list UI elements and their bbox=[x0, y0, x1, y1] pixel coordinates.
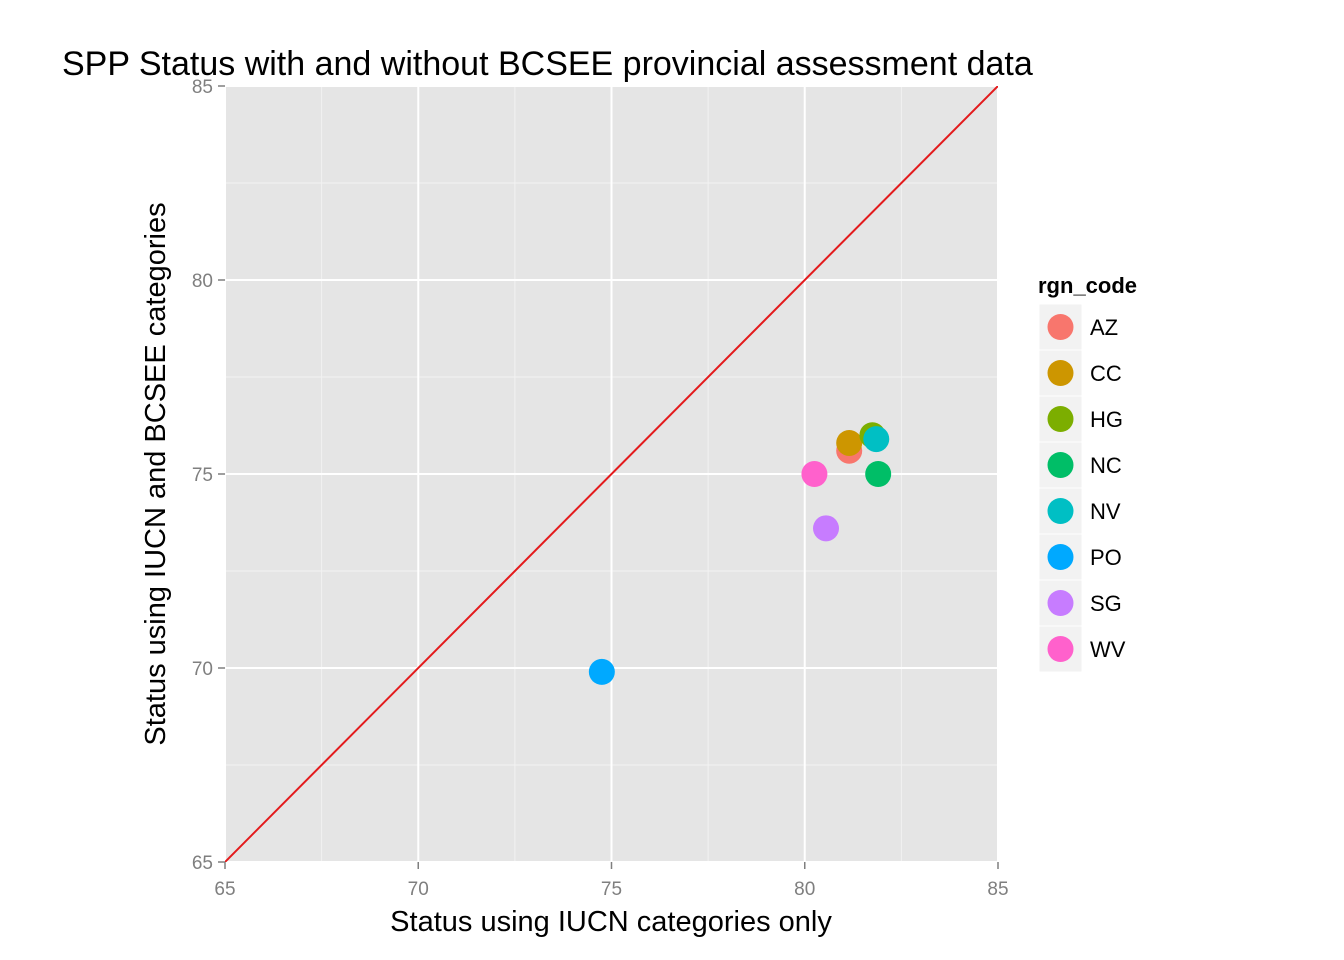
legend-item-nc: NC bbox=[1038, 441, 1122, 489]
legend-label: SG bbox=[1090, 591, 1122, 616]
reference-line-y-equals-x bbox=[225, 86, 998, 862]
legend-title: rgn_code bbox=[1038, 273, 1137, 298]
x-tick-label: 65 bbox=[214, 879, 235, 900]
legend-key-swatch bbox=[1047, 636, 1074, 662]
legend-key-swatch bbox=[1047, 314, 1074, 340]
legend-label: CC bbox=[1090, 361, 1122, 386]
y-axis-ticks: 65 70 75 80 85 bbox=[192, 77, 225, 874]
data-points bbox=[588, 422, 892, 685]
legend-item-hg: HG bbox=[1038, 395, 1123, 443]
legend-label: PO bbox=[1090, 545, 1122, 570]
legend-label: NV bbox=[1090, 499, 1121, 524]
legend-item-cc: CC bbox=[1038, 349, 1122, 397]
y-tick-label: 65 bbox=[192, 853, 213, 874]
data-point-nv bbox=[863, 426, 890, 453]
y-axis-title: Status using IUCN and BCSEE categories bbox=[140, 202, 172, 745]
legend-label: NC bbox=[1090, 453, 1122, 478]
y-tick-label: 70 bbox=[192, 659, 213, 680]
legend-label: HG bbox=[1090, 407, 1123, 432]
data-point-wv bbox=[801, 461, 828, 487]
y-tick-label: 75 bbox=[192, 465, 213, 486]
data-point-sg bbox=[813, 515, 840, 542]
chart-title: SPP Status with and without BCSEE provin… bbox=[62, 45, 1033, 83]
legend-key-swatch bbox=[1047, 498, 1074, 524]
data-point-cc bbox=[836, 429, 863, 456]
legend-key-swatch bbox=[1047, 544, 1074, 570]
y-tick-label: 80 bbox=[192, 271, 213, 292]
legend-key-swatch bbox=[1047, 590, 1074, 616]
x-tick-label: 70 bbox=[408, 879, 429, 900]
legend: rgn_code AZ CC HG NC NV PO SG WV bbox=[1038, 273, 1137, 673]
x-tick-label: 75 bbox=[601, 879, 622, 900]
legend-item-po: PO bbox=[1038, 533, 1122, 581]
legend-key-swatch bbox=[1047, 360, 1074, 386]
legend-label: AZ bbox=[1090, 315, 1118, 340]
x-axis-ticks: 65 70 75 80 85 bbox=[214, 862, 1009, 900]
x-tick-label: 85 bbox=[987, 879, 1008, 900]
data-point-nc bbox=[865, 461, 892, 487]
legend-key-swatch bbox=[1047, 406, 1074, 432]
x-axis-title: Status using IUCN categories only bbox=[390, 906, 832, 938]
legend-item-sg: SG bbox=[1038, 579, 1122, 627]
data-point-po bbox=[588, 658, 615, 685]
legend-key-swatch bbox=[1047, 452, 1074, 478]
legend-item-nv: NV bbox=[1038, 487, 1121, 535]
legend-label: WV bbox=[1090, 637, 1126, 662]
x-tick-label: 80 bbox=[794, 879, 815, 900]
legend-item-wv: WV bbox=[1038, 625, 1126, 673]
legend-item-az: AZ bbox=[1038, 303, 1118, 351]
y-tick-label: 85 bbox=[192, 77, 213, 98]
